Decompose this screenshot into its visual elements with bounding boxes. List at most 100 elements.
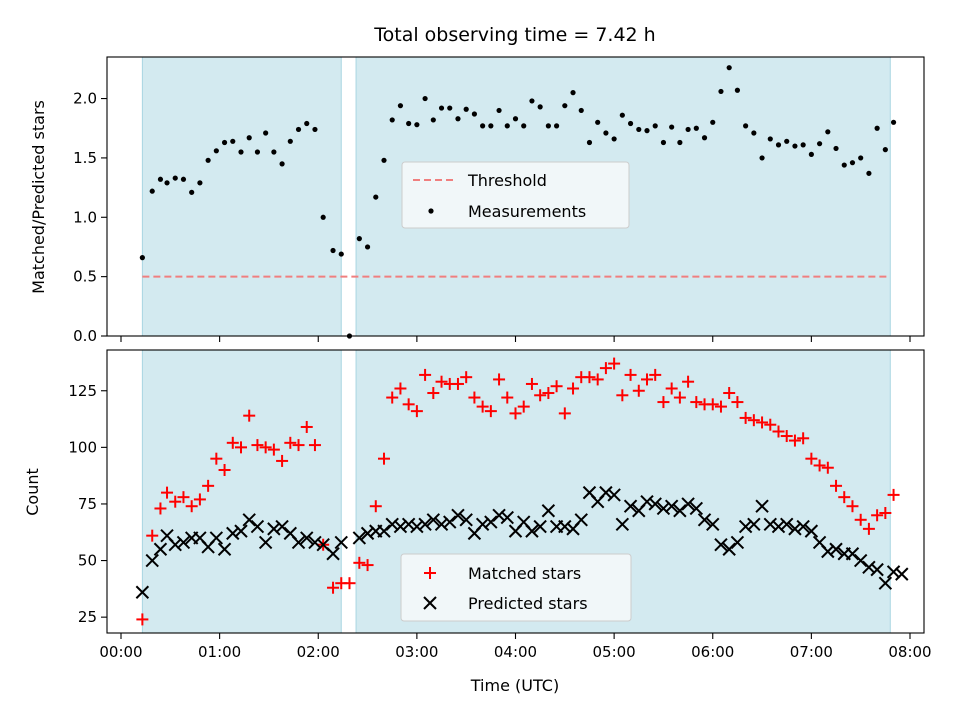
predicted-star-point: [459, 513, 473, 527]
measurement-point: [743, 123, 749, 129]
matched-star-point: [267, 443, 280, 456]
predicted-star-point: [763, 517, 777, 532]
predicted-star-point: [234, 524, 248, 538]
matched-star-point: [723, 387, 736, 400]
y-tick-label: 25: [78, 608, 97, 626]
matched-star-point: [862, 522, 875, 535]
measurement-point: [238, 149, 244, 155]
predicted-star-point: [607, 488, 621, 502]
predicted-star-point: [377, 524, 391, 538]
ratio-legend-box: [401, 161, 630, 229]
measurement-point: [784, 138, 790, 144]
predicted-star-point: [226, 526, 240, 541]
measurement-point: [338, 251, 344, 257]
matched-star-point: [690, 396, 703, 409]
predicted-star-point: [895, 567, 909, 581]
measurement-point: [221, 139, 228, 146]
predicted-star-point: [771, 519, 786, 534]
matched-star-point: [427, 387, 440, 400]
counts-legend: Matched stars Predicted stars: [400, 553, 632, 622]
measurement-point: [767, 136, 773, 142]
counts-x-label: Time (UTC): [470, 676, 559, 695]
measurement-point: [521, 123, 527, 129]
matched-star-point: [525, 377, 538, 390]
matched-star-point: [146, 529, 159, 542]
matched-star-point: [493, 373, 506, 386]
measurement-point: [825, 129, 831, 135]
x-tick-label: 01:00: [198, 643, 241, 661]
measurement-point: [512, 116, 519, 122]
predicted-star-point: [300, 531, 314, 545]
measurement-point: [397, 103, 404, 109]
measurement-point: [570, 90, 576, 96]
measurement-point: [304, 120, 310, 127]
measurement-point: [254, 149, 261, 155]
matched-star-point: [308, 439, 321, 452]
predicted-star-point: [258, 535, 273, 550]
matched-star-point: [772, 425, 785, 438]
matched-star-point: [169, 495, 182, 508]
matched-star-point: [747, 414, 760, 427]
y-tick-label: 1.5: [73, 149, 97, 167]
matched-star-point: [846, 500, 859, 513]
measurement-point: [652, 123, 658, 129]
predicted-star-point: [623, 499, 638, 513]
predicted-star-point: [722, 542, 736, 556]
predicted-star-point: [656, 501, 671, 516]
matched-star-point: [435, 375, 448, 388]
matched-star-point: [226, 436, 239, 449]
matched-star-point: [218, 463, 231, 476]
predicted-star-point: [168, 537, 182, 552]
matched-star-point: [550, 380, 563, 393]
measurement-point: [808, 151, 814, 157]
y-tick-label: 100: [68, 438, 97, 456]
matched-star-point: [394, 382, 407, 395]
measurement-point: [792, 143, 798, 149]
predicted-star-point: [135, 585, 150, 599]
measurement-point: [636, 126, 642, 133]
measurement-point: [422, 95, 428, 102]
matched-star-point: [657, 396, 670, 409]
measurement-point: [858, 155, 864, 161]
measurement-point: [611, 136, 617, 142]
legend-threshold-label: Threshold: [467, 171, 547, 190]
measurement-point: [246, 135, 252, 141]
ratio-x-ticks: [120, 336, 911, 342]
matched-star-point: [583, 371, 596, 384]
matched-star-point: [756, 416, 769, 429]
matched-star-point: [714, 400, 727, 413]
measurement-point: [800, 142, 806, 148]
matched-star-point: [673, 391, 686, 404]
predicted-star-point: [796, 519, 810, 534]
measurement-point: [619, 112, 625, 118]
matched-star-point: [353, 556, 366, 569]
matched-star-point: [887, 488, 900, 501]
predicted-star-point: [217, 542, 232, 556]
matched-star-point: [378, 452, 390, 465]
matched-star-point: [259, 441, 272, 454]
counts-legend-box: [400, 553, 632, 622]
predicted-star-point: [334, 535, 348, 550]
measurement-point: [430, 117, 436, 123]
measurement-point: [849, 160, 856, 166]
legend-matched-swatch: [424, 567, 436, 579]
predicted-star-point: [176, 535, 191, 550]
predicted-star-point: [615, 517, 630, 532]
matched-star-point: [813, 459, 826, 472]
matched-star-point: [821, 461, 834, 474]
y-tick-label: 0.5: [73, 268, 97, 286]
measurement-point: [172, 175, 178, 181]
predicted-star-point: [291, 535, 306, 550]
measurement-point: [504, 123, 510, 129]
predicted-star-point: [821, 544, 835, 559]
measurement-point: [471, 111, 478, 117]
ratio-y-axis: 0.0 0.5 1.0 1.5 2.0: [73, 90, 107, 345]
predicted-star-point: [209, 531, 224, 545]
measurement-point: [603, 130, 609, 136]
measurement-point: [455, 116, 461, 122]
matched-star-point: [838, 491, 851, 504]
matched-star-point: [854, 513, 867, 526]
predicted-star-point: [326, 547, 340, 561]
predicted-star-point: [648, 497, 662, 511]
